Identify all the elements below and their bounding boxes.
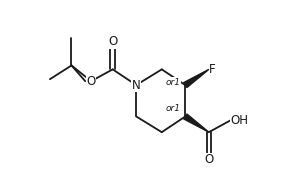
Text: OH: OH (230, 114, 249, 127)
Text: or1: or1 (166, 78, 181, 87)
Text: F: F (209, 63, 215, 76)
Text: O: O (204, 153, 213, 166)
Text: or1: or1 (166, 104, 181, 113)
Polygon shape (184, 69, 209, 88)
Text: O: O (86, 75, 96, 88)
Text: O: O (108, 35, 117, 48)
Text: N: N (132, 78, 141, 91)
Polygon shape (184, 114, 209, 132)
